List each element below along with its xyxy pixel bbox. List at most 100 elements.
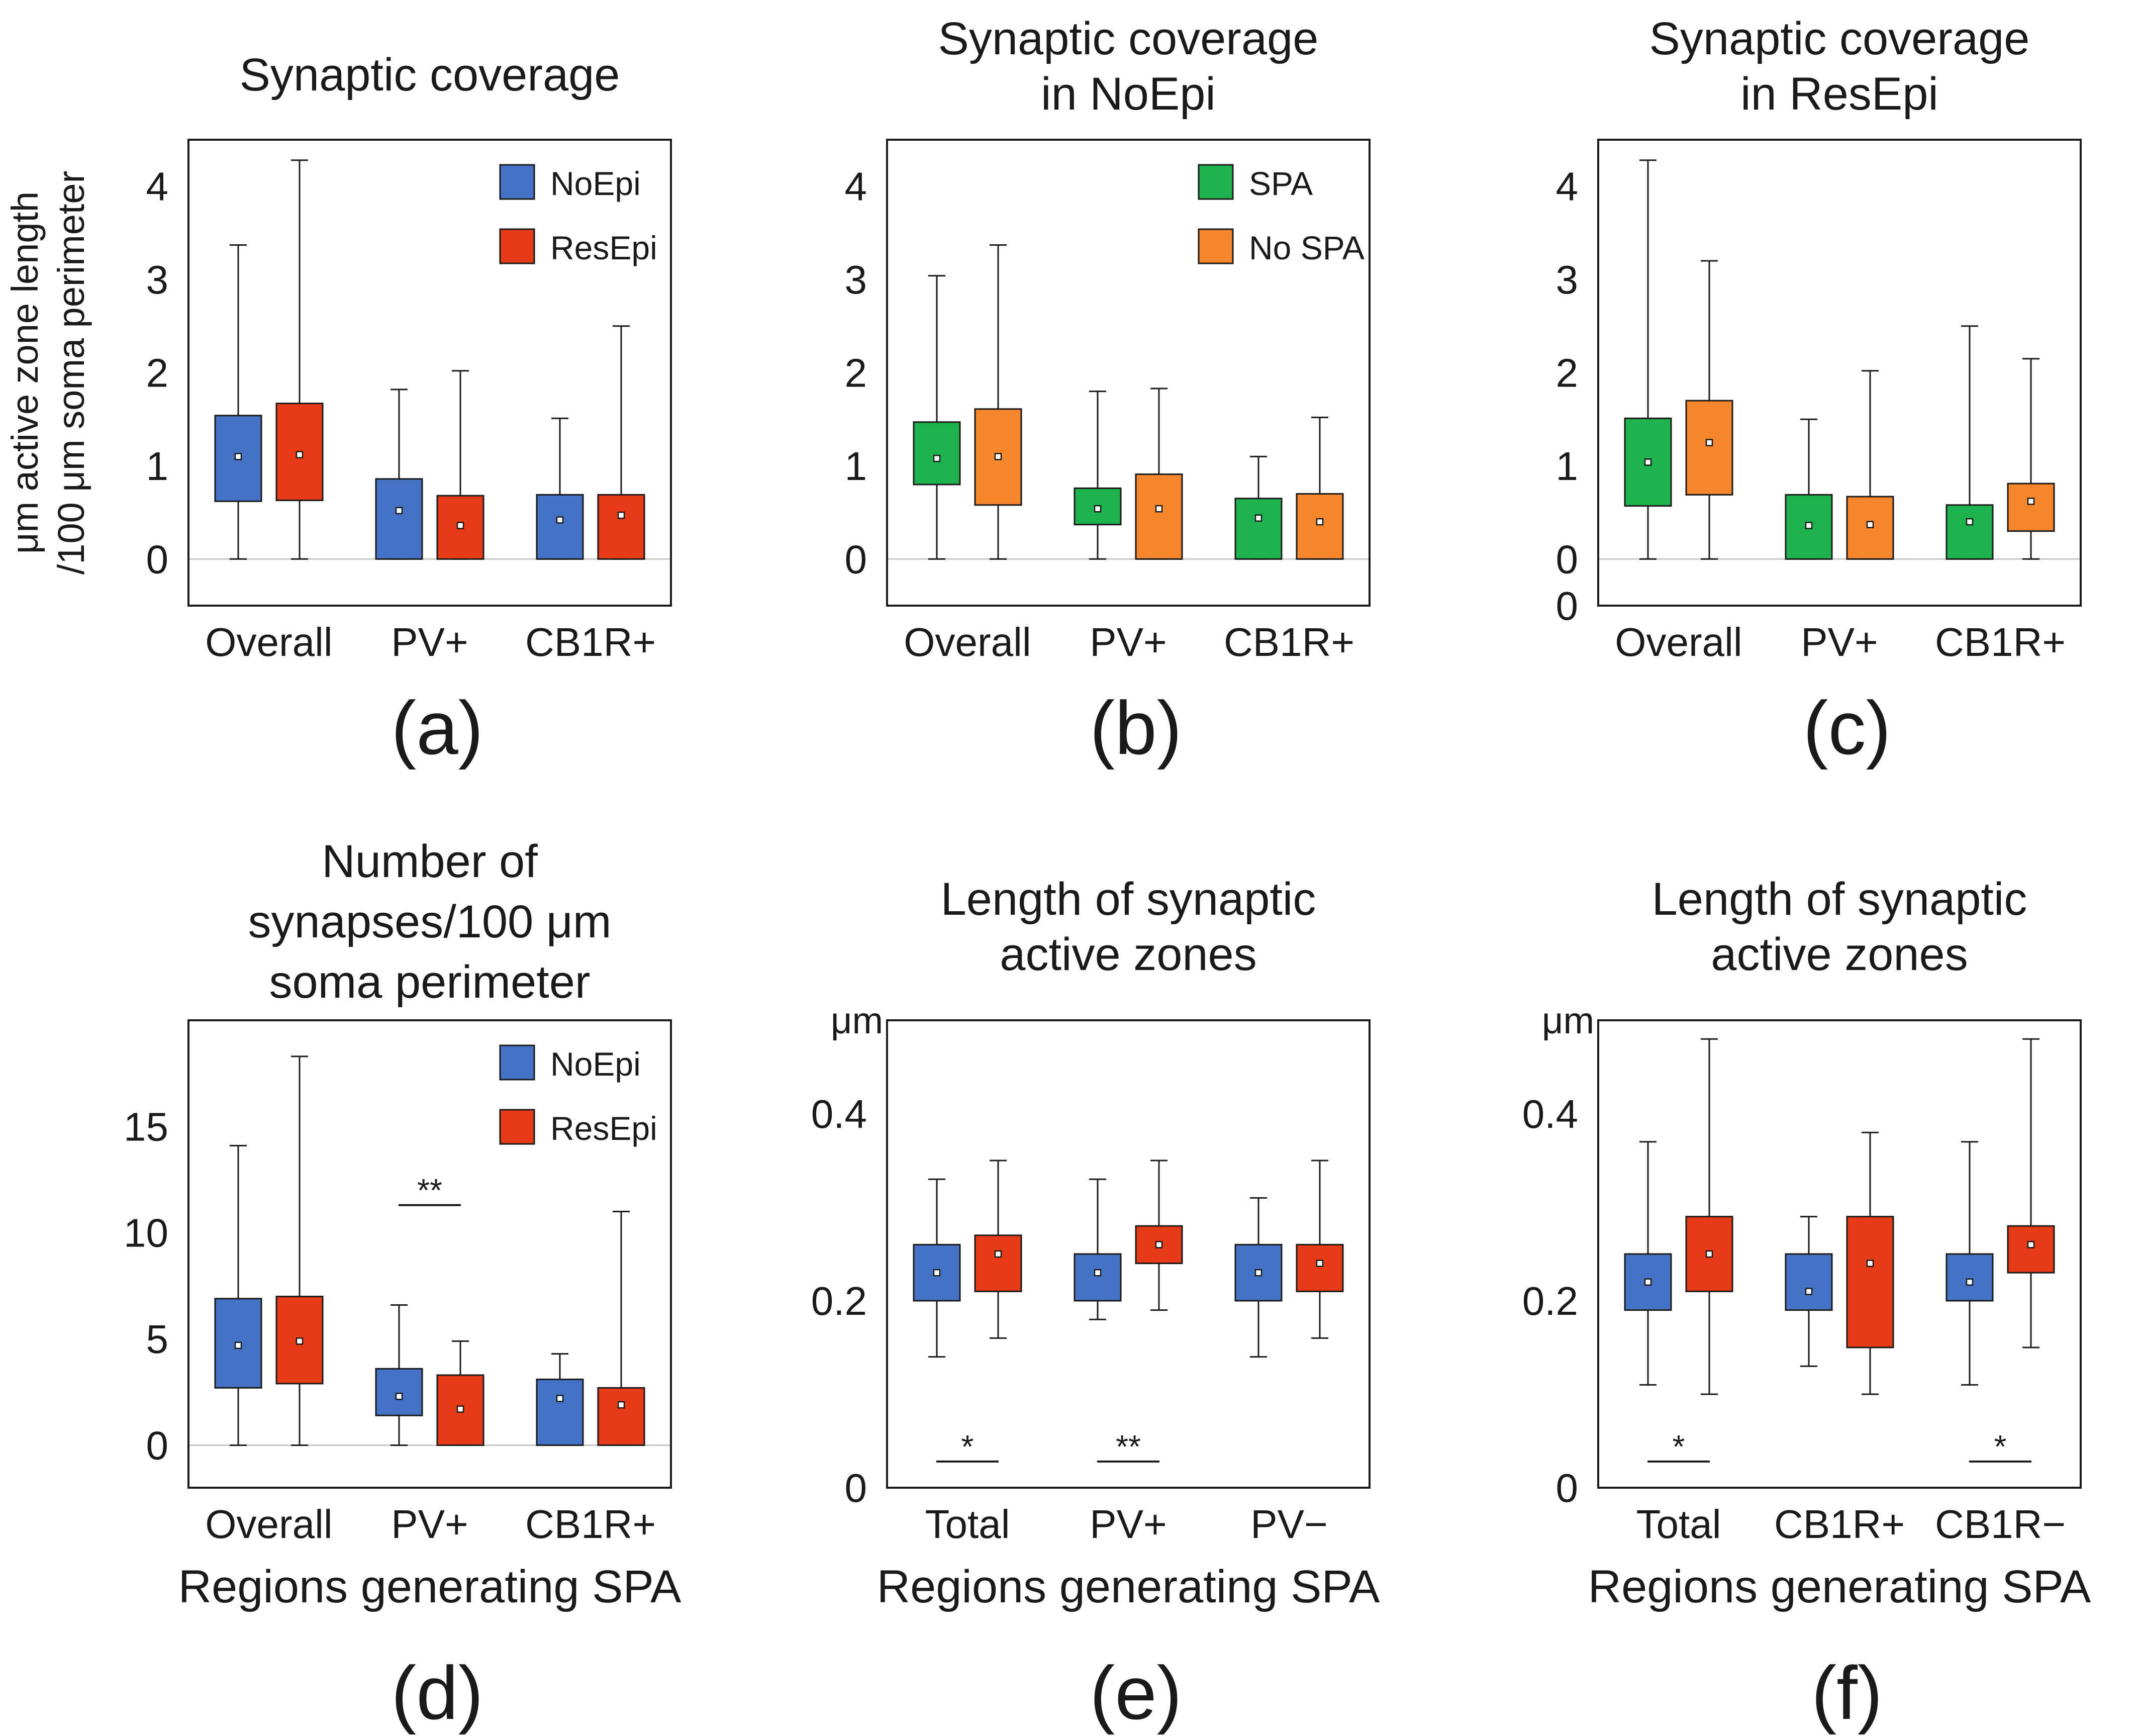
box-iqr <box>1846 496 1894 560</box>
box-resepi <box>275 1055 324 1446</box>
x-axis-label: Regions generating SPA <box>877 1561 1380 1612</box>
y-tick-label: 0 <box>146 537 169 582</box>
plot-frame <box>1597 139 2082 607</box>
legend: NoEpi ResEpi <box>499 164 657 266</box>
median-marker <box>1644 458 1652 466</box>
x-axis-label: Regions generating SPA <box>178 1561 682 1612</box>
y-tick-label: 2 <box>1556 351 1579 396</box>
median-marker <box>2027 498 2035 505</box>
box-resepi <box>974 1160 1022 1339</box>
x-category-label: PV− <box>1250 1502 1327 1547</box>
box-resepi <box>597 325 645 560</box>
median-marker <box>1705 439 1713 446</box>
x-category-label: CB1R+ <box>1935 620 2066 664</box>
median-marker <box>617 511 625 519</box>
median-marker <box>617 1401 625 1409</box>
chart-title-line: Synaptic coverage <box>240 49 620 101</box>
box-iqr <box>375 1368 423 1416</box>
chart-title-line: in ResEpi <box>1740 68 1938 120</box>
median-marker <box>1705 1250 1713 1258</box>
plot-frame <box>886 1019 1371 1489</box>
significance-label: * <box>1673 1428 1685 1465</box>
y-tick-label: 1 <box>1556 444 1579 489</box>
box-iqr <box>597 494 645 560</box>
legend-label: SPA <box>1249 165 1313 202</box>
legend-label: ResEpi <box>550 229 657 266</box>
median-marker <box>1644 1278 1652 1286</box>
panel-a: Synaptic coverage 0 1 2 3 4 μm active zone len… <box>4 49 672 770</box>
legend-swatch <box>1198 228 1234 264</box>
box-no-spa <box>1685 260 1733 560</box>
box-iqr <box>1074 1253 1122 1302</box>
median-marker <box>2027 1241 2035 1248</box>
median-marker <box>1805 522 1813 529</box>
box-noepi <box>214 244 262 560</box>
box-iqr <box>2007 483 2055 532</box>
median-marker <box>933 1269 941 1277</box>
median-marker <box>1155 1241 1163 1248</box>
box-iqr <box>1785 1253 1833 1311</box>
median-marker <box>395 1392 403 1400</box>
box-iqr <box>1296 493 1344 560</box>
x-axis-label: Regions generating SPA <box>1588 1561 2091 1612</box>
y-tick-label: 3 <box>845 257 867 302</box>
plot-frame <box>1597 1019 2082 1489</box>
y-unit-label: μm <box>831 1000 883 1041</box>
box-iqr <box>2007 1225 2055 1274</box>
y-tick-label: 2 <box>845 351 867 396</box>
box-resepi <box>1296 1160 1344 1339</box>
box-noepi <box>1624 1141 1672 1386</box>
panel-label: (b) <box>1090 686 1182 770</box>
x-category-label: PV+ <box>1801 620 1878 664</box>
y-tick-label: 4 <box>845 164 867 209</box>
median-marker <box>1155 505 1163 513</box>
y-tick-label: 3 <box>1556 257 1579 302</box>
box-resepi <box>275 159 324 560</box>
significance-label: * <box>1994 1428 2007 1465</box>
legend-label: NoEpi <box>550 1045 641 1083</box>
x-category-label: Total <box>1636 1502 1721 1547</box>
box-noepi <box>913 1178 961 1358</box>
box-iqr <box>536 1378 584 1446</box>
y-unit-label: μm <box>1542 1000 1594 1041</box>
significance-label: ** <box>1116 1428 1141 1465</box>
box-noepi <box>1074 1178 1122 1320</box>
x-category-label: Total <box>925 1502 1010 1547</box>
chart-title-line: soma perimeter <box>269 956 590 1008</box>
median-marker <box>1316 1260 1324 1267</box>
box-spa <box>1785 418 1833 560</box>
y-tick-label: 1 <box>845 444 867 489</box>
legend-swatch <box>499 228 535 264</box>
box-noepi <box>214 1144 262 1446</box>
y-tick-label: 1 <box>146 444 169 489</box>
x-category-label: CB1R+ <box>1224 620 1354 664</box>
box-iqr <box>597 1387 645 1446</box>
box-resepi <box>1685 1038 1733 1395</box>
box-iqr <box>913 421 961 486</box>
box-no-spa <box>2007 358 2055 560</box>
box-noepi <box>536 417 584 560</box>
box-resepi <box>1135 1160 1183 1311</box>
legend: NoEpi ResEpi <box>499 1044 657 1147</box>
x-category-label: Overall <box>1615 620 1742 664</box>
box-resepi <box>1846 1131 1894 1395</box>
chart-title-line: Synaptic coverage <box>938 13 1319 64</box>
box-iqr <box>1234 498 1283 560</box>
box-iqr <box>1296 1243 1344 1292</box>
x-category-label: CB1R+ <box>1774 1502 1905 1547</box>
legend-swatch <box>499 164 535 200</box>
box-noepi <box>1234 1197 1283 1358</box>
chart-title-line: Number of <box>322 836 538 887</box>
median-marker <box>994 1250 1002 1258</box>
significance-label: ** <box>417 1172 442 1208</box>
panel-label: (d) <box>391 1651 483 1735</box>
x-category-label: Overall <box>205 1502 332 1547</box>
legend-swatch <box>499 1044 535 1081</box>
legend: SPA No SPA <box>1198 164 1365 266</box>
median-marker <box>994 453 1002 460</box>
